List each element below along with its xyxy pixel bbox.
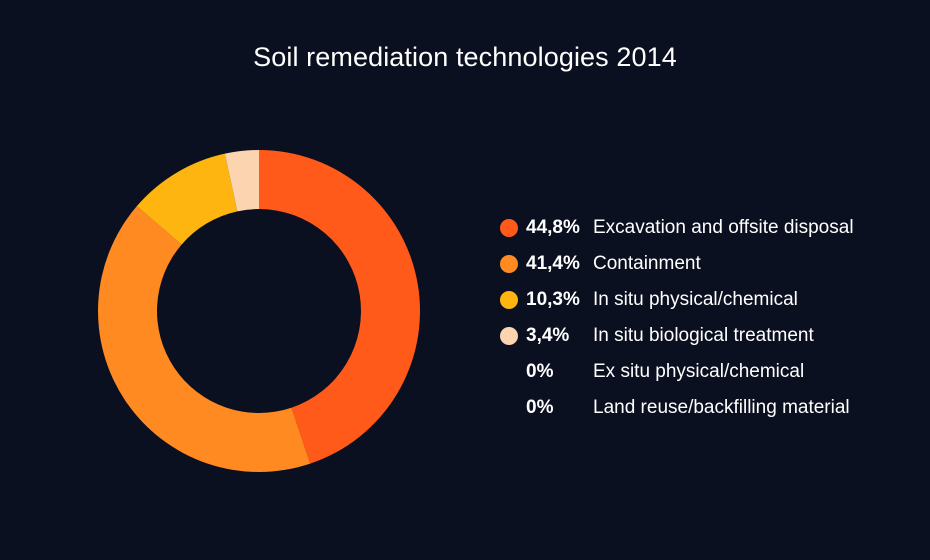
legend-label: In situ biological treatment: [593, 325, 814, 346]
legend-item: 44,8% Excavation and offsite disposal: [500, 210, 854, 246]
legend-value: 10,3%: [526, 289, 580, 310]
legend-item: 0% Ex situ physical/chemical: [500, 354, 854, 390]
legend-value: 0%: [526, 361, 554, 382]
donut-slice: [259, 150, 420, 464]
legend-item: 3,4% In situ biological treatment: [500, 318, 854, 354]
legend-label: In situ physical/chemical: [593, 289, 798, 310]
legend-swatch: [500, 255, 518, 273]
legend-value: 0%: [526, 397, 554, 418]
donut-slice: [98, 206, 311, 472]
legend-label: Land reuse/backfilling material: [593, 397, 850, 418]
donut-chart: [98, 150, 420, 472]
legend-swatch: [500, 219, 518, 237]
legend-swatch: [500, 291, 518, 309]
chart-title: Soil remediation technologies 2014: [253, 42, 677, 72]
legend-value: 44,8%: [526, 217, 580, 238]
legend-item: 10,3% In situ physical/chemical: [500, 282, 854, 318]
legend-label: Containment: [593, 253, 701, 274]
donut-slices: [98, 150, 420, 472]
donut-slice: [136, 153, 238, 245]
legend-swatch: [500, 363, 518, 381]
donut-slice: [224, 150, 259, 212]
legend-item: 41,4% Containment: [500, 246, 854, 282]
legend-value: 3,4%: [526, 325, 570, 346]
legend-item: 0% Land reuse/backfilling material: [500, 390, 854, 426]
legend-swatch: [500, 399, 518, 417]
legend-swatch: [500, 327, 518, 345]
legend-value: 41,4%: [526, 253, 580, 274]
legend-label: Ex situ physical/chemical: [593, 361, 805, 382]
legend: 44,8% Excavation and offsite disposal 41…: [500, 210, 854, 426]
legend-label: Excavation and offsite disposal: [593, 217, 854, 238]
